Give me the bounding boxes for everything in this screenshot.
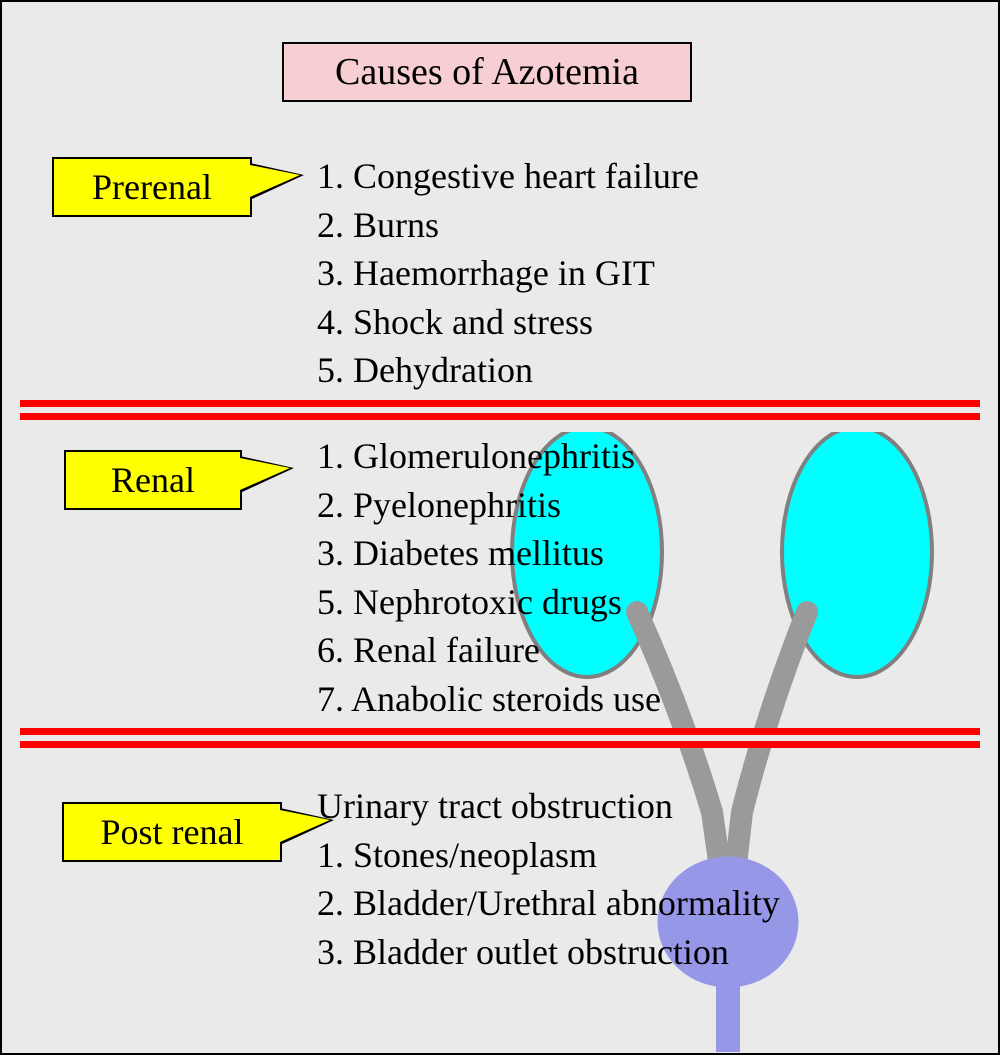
section-divider <box>20 400 980 420</box>
callout-postrenal-label: Post renal <box>101 811 244 853</box>
list-item: 3. Diabetes mellitus <box>317 529 661 578</box>
renal-list: 1. Glomerulonephritis 2. Pyelonephritis … <box>317 432 661 724</box>
callout-prerenal: Prerenal <box>52 157 252 217</box>
callout-postrenal: Post renal <box>62 802 282 862</box>
callout-renal: Renal <box>64 450 242 510</box>
prerenal-list: 1. Congestive heart failure 2. Burns 3. … <box>317 152 699 395</box>
list-intro: Urinary tract obstruction <box>317 782 780 831</box>
list-item: 2. Bladder/Urethral abnormality <box>317 879 780 928</box>
postrenal-list: Urinary tract obstruction 1. Stones/neop… <box>317 782 780 976</box>
callout-prerenal-label: Prerenal <box>92 166 212 208</box>
list-item: 5. Nephrotoxic drugs <box>317 578 661 627</box>
list-item: 3. Bladder outlet obstruction <box>317 928 780 977</box>
list-item: 6. Renal failure <box>317 626 661 675</box>
callout-renal-label: Renal <box>111 459 195 501</box>
diagram-title: Causes of Azotemia <box>282 42 692 102</box>
list-item: 4. Shock and stress <box>317 298 699 347</box>
title-text: Causes of Azotemia <box>335 50 639 94</box>
list-item: 1. Glomerulonephritis <box>317 432 661 481</box>
diagram-container: Causes of Azotemia Prerenal 1. Congestiv… <box>0 0 1000 1055</box>
list-item: 1. Stones/neoplasm <box>317 831 780 880</box>
list-item: 7. Anabolic steroids use <box>317 675 661 724</box>
list-item: 2. Burns <box>317 201 699 250</box>
list-item: 3. Haemorrhage in GIT <box>317 249 699 298</box>
section-divider <box>20 728 980 748</box>
list-item: 5. Dehydration <box>317 346 699 395</box>
list-item: 2. Pyelonephritis <box>317 481 661 530</box>
list-item: 1. Congestive heart failure <box>317 152 699 201</box>
